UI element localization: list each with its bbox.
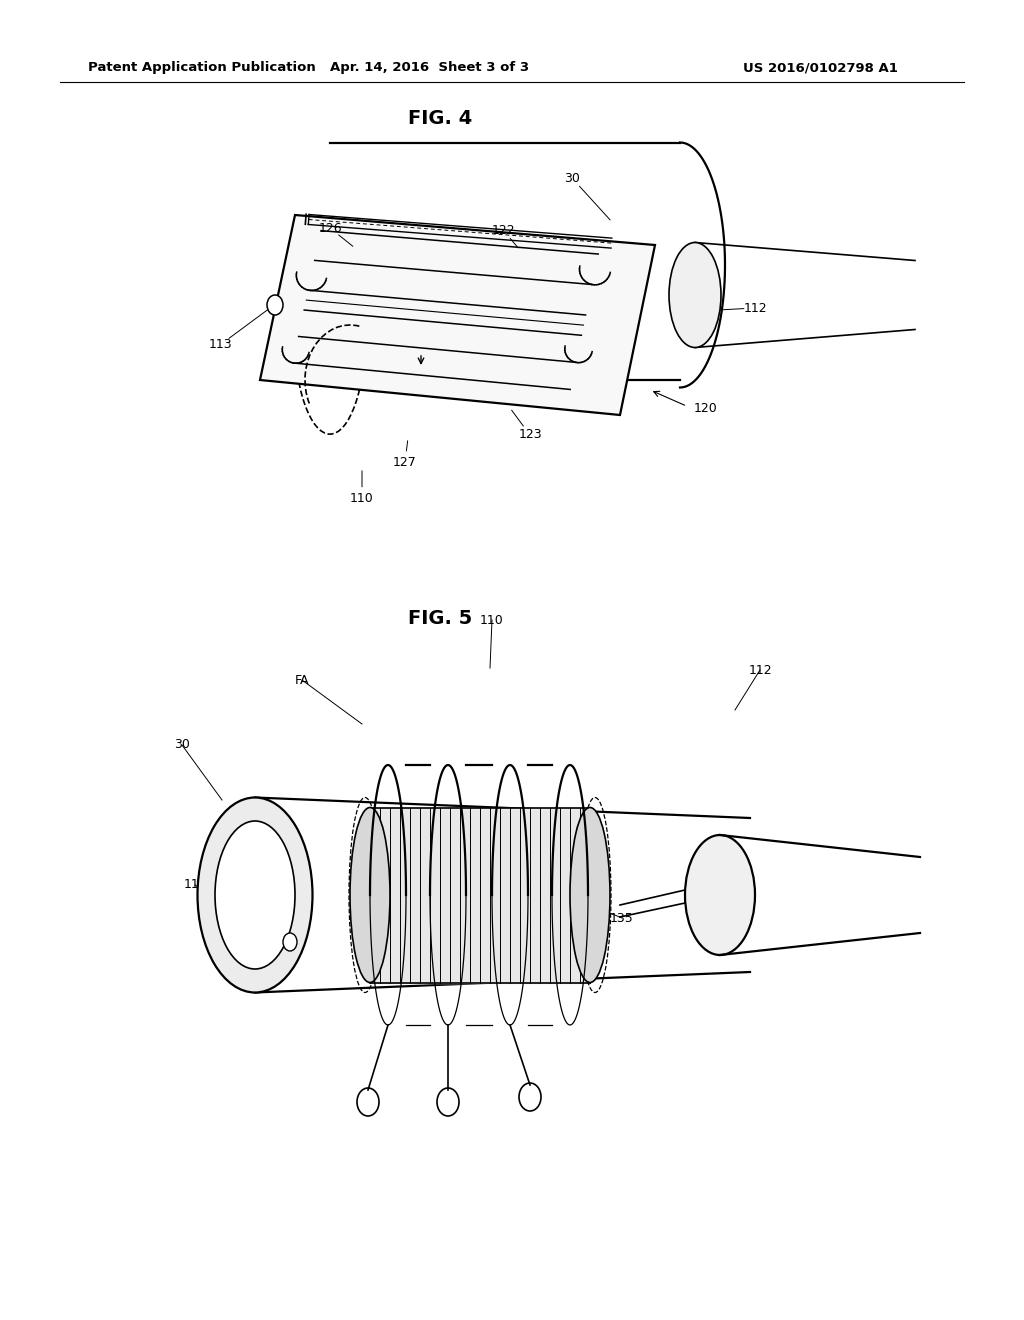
Ellipse shape	[669, 243, 721, 347]
Text: 135: 135	[610, 912, 634, 924]
Text: 113: 113	[208, 338, 231, 351]
Text: 135: 135	[500, 944, 524, 957]
Text: Patent Application Publication: Patent Application Publication	[88, 62, 315, 74]
Text: 123: 123	[518, 429, 542, 441]
Text: 112: 112	[743, 301, 767, 314]
Ellipse shape	[685, 836, 755, 954]
Text: 30: 30	[174, 738, 189, 751]
Text: 126: 126	[318, 222, 342, 235]
Ellipse shape	[283, 933, 297, 950]
Text: 112: 112	[749, 664, 772, 676]
Text: 110: 110	[350, 491, 374, 504]
Ellipse shape	[570, 808, 610, 982]
Text: Apr. 14, 2016  Sheet 3 of 3: Apr. 14, 2016 Sheet 3 of 3	[331, 62, 529, 74]
Ellipse shape	[215, 821, 295, 969]
Text: 110: 110	[480, 614, 504, 627]
Text: 122: 122	[492, 223, 515, 236]
Text: 113: 113	[183, 879, 207, 891]
Polygon shape	[260, 215, 655, 414]
Text: FIG. 5: FIG. 5	[408, 609, 472, 627]
Ellipse shape	[198, 797, 312, 993]
Text: 127: 127	[393, 455, 417, 469]
Text: US 2016/0102798 A1: US 2016/0102798 A1	[742, 62, 897, 74]
Ellipse shape	[350, 808, 390, 982]
Text: FA: FA	[295, 673, 309, 686]
Text: 135: 135	[550, 928, 573, 940]
Text: FIG. 4: FIG. 4	[408, 108, 472, 128]
Text: 30: 30	[564, 172, 580, 185]
Text: 120: 120	[694, 401, 718, 414]
Ellipse shape	[267, 294, 283, 315]
